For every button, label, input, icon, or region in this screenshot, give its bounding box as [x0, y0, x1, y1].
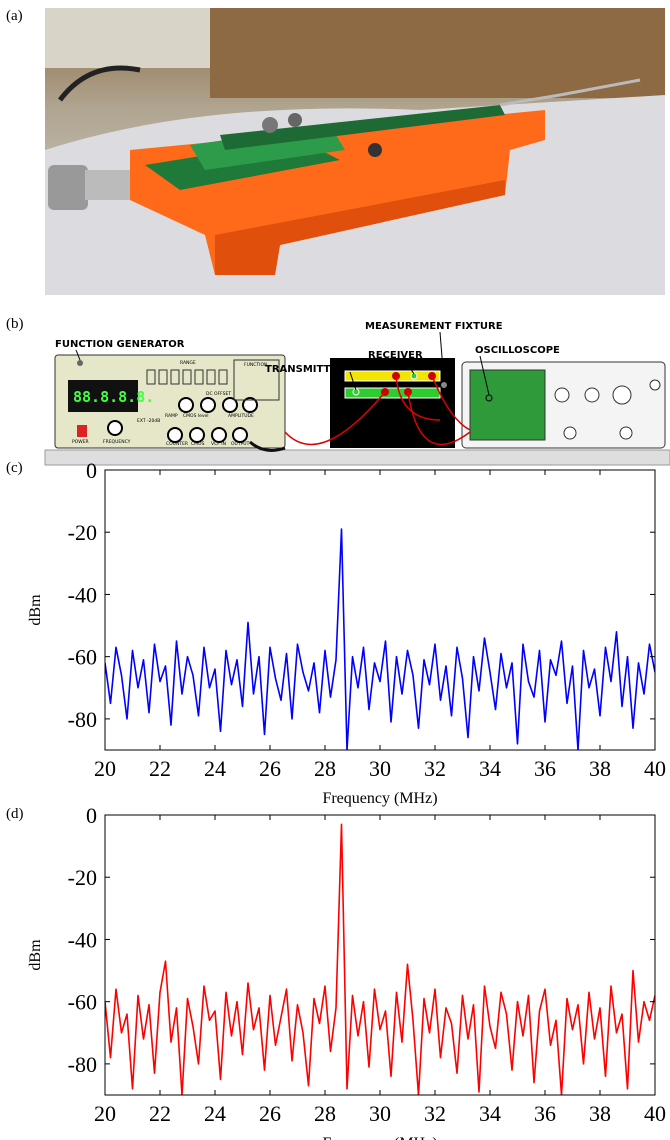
panel-label: (b)	[6, 316, 24, 332]
panel-label: (d)	[6, 806, 24, 822]
x-tick-label: 38	[589, 1101, 611, 1126]
y-tick-label: -20	[68, 520, 97, 545]
x-tick-label: 32	[424, 756, 446, 781]
control-label: CMOS	[191, 441, 205, 447]
control-label: EXT -20dB	[137, 418, 160, 424]
x-tick-label: 22	[149, 756, 171, 781]
control-label: AMPLITUDE	[228, 413, 254, 419]
spectrum-line	[105, 823, 655, 1095]
label: RECEIVER	[368, 350, 423, 361]
x-tick-label: 38	[589, 756, 611, 781]
label: OSCILLOSCOPE	[475, 345, 560, 356]
x-tick-label: 28	[314, 1101, 336, 1126]
label: FUNCTION GENERATOR	[55, 339, 185, 350]
y-tick-label: 0	[86, 803, 97, 828]
x-tick-label: 40	[644, 1101, 666, 1126]
y-tick-label: -40	[68, 582, 97, 607]
x-tick-label: 24	[204, 1101, 226, 1126]
control-label: RAMP	[165, 413, 178, 419]
control-label: RANGE	[180, 360, 196, 366]
plot-frame	[104, 469, 656, 751]
x-tick-label: 30	[369, 1101, 391, 1126]
x-tick-label: 32	[424, 1101, 446, 1126]
x-tick-label: 30	[369, 756, 391, 781]
control-label: DC OFFSET	[206, 391, 231, 397]
panel-label: (a)	[6, 8, 23, 24]
x-axis-label: Frequency (MHz)	[322, 1135, 437, 1140]
x-tick-label: 28	[314, 756, 336, 781]
label: MEASUREMENT FIXTURE	[365, 321, 503, 332]
control-label: FUNCTION	[244, 362, 267, 368]
y-tick-label: -60	[68, 645, 97, 670]
panel-label: (c)	[6, 460, 23, 476]
y-tick-label: -60	[68, 990, 97, 1015]
y-tick-label: -80	[68, 707, 97, 732]
y-tick-label: 0	[86, 458, 97, 483]
x-tick-label: 36	[534, 756, 556, 781]
label: TRANSMITTER	[265, 364, 345, 375]
control-label: OUTPUT	[231, 441, 250, 447]
x-tick-label: 22	[149, 1101, 171, 1126]
x-tick-label: 20	[94, 1101, 116, 1126]
control-label: FREQUENCY	[103, 439, 131, 445]
x-tick-label: 24	[204, 756, 226, 781]
x-tick-label: 26	[259, 756, 281, 781]
y-tick-label: -80	[68, 1052, 97, 1077]
control-label: VCF IN	[211, 441, 226, 447]
x-tick-label: 20	[94, 756, 116, 781]
display: 88.8.8.8.	[73, 388, 154, 406]
photo	[45, 8, 665, 295]
x-tick-label: 40	[644, 756, 666, 781]
plot-frame	[104, 814, 656, 1096]
x-tick-label: 36	[534, 1101, 556, 1126]
x-tick-label: 34	[479, 756, 501, 781]
x-tick-label: 34	[479, 1101, 501, 1126]
control-label: CMOS level	[183, 413, 209, 419]
x-axis-label: Frequency (MHz)	[322, 790, 437, 807]
spectrum-line	[105, 528, 655, 750]
x-tick-label: 26	[259, 1101, 281, 1126]
control-label: POWER	[72, 439, 89, 445]
control-label: COUNTER	[166, 441, 188, 447]
y-tick-label: -20	[68, 865, 97, 890]
y-axis-label: dBm	[27, 594, 44, 626]
y-axis-label: dBm	[27, 939, 44, 971]
y-tick-label: -40	[68, 927, 97, 952]
diagram: 88.8.8.8. RANGE FUNCTION DC OFFSET RAMP …	[44, 321, 670, 466]
